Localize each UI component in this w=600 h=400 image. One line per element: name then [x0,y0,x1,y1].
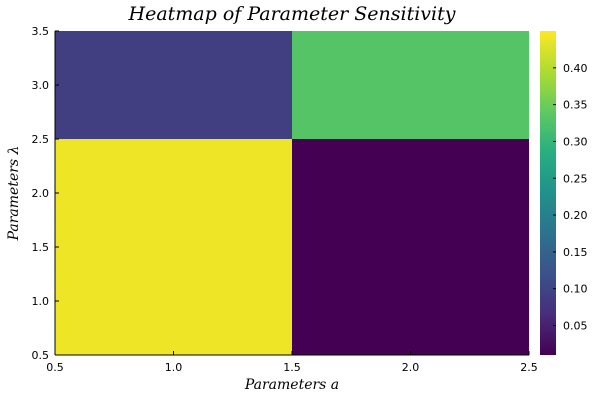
x-tick-label: 2.0 [402,361,420,374]
colorbar-tick-label: 0.40 [563,62,588,75]
heatmap-cell [292,31,529,139]
x-axis-ticks: 0.5 1.0 1.5 2.0 2.5 [46,351,538,374]
x-tick-label: 0.5 [46,361,64,374]
heatmap-cell [55,31,292,139]
y-tick-label: 1.5 [32,241,50,254]
heatmap-cells [55,31,529,355]
y-tick-label: 1.0 [32,295,50,308]
y-axis-ticks: 0.5 1.0 1.5 2.0 2.5 3.0 3.5 [32,25,59,362]
colorbar [540,31,556,355]
colorbar-tick-label: 0.25 [563,172,588,185]
y-tick-label: 3.5 [32,25,50,38]
x-tick-label: 1.5 [283,361,301,374]
chart-title: Heatmap of Parameter Sensitivity [128,3,456,25]
x-axis-label: Parameters a [244,377,339,393]
colorbar-tick-label: 0.35 [563,99,588,112]
y-axis-label: Parameters λ [6,146,22,242]
colorbar-tick-label: 0.10 [563,283,588,296]
heatmap-cell [292,139,529,355]
colorbar-ticks: 0.05 0.10 0.15 0.20 0.25 0.30 0.35 0.40 [553,62,588,333]
y-tick-label: 0.5 [32,349,50,362]
colorbar-tick-label: 0.15 [563,246,588,259]
colorbar-tick-label: 0.20 [563,209,588,222]
y-tick-label: 3.0 [32,79,50,92]
x-tick-label: 1.0 [165,361,183,374]
y-tick-label: 2.0 [32,187,50,200]
colorbar-tick-label: 0.05 [563,320,588,333]
x-tick-label: 2.5 [520,361,538,374]
heatmap-cell [55,139,292,355]
colorbar-tick-label: 0.30 [563,135,588,148]
y-tick-label: 2.5 [32,133,50,146]
